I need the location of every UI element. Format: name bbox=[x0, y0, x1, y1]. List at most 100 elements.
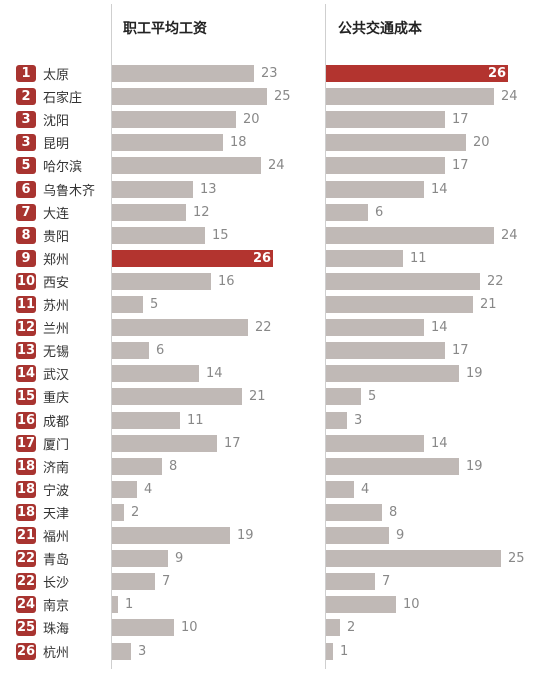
city-label: 宁波 bbox=[43, 483, 70, 499]
salary-value-label: 1 bbox=[125, 597, 134, 613]
salary-bar bbox=[112, 619, 174, 637]
table-row: 21 福州 19 9 bbox=[0, 524, 541, 547]
city-label: 杭州 bbox=[43, 645, 70, 661]
salary-value-label: 17 bbox=[224, 435, 241, 451]
transport-bar bbox=[326, 203, 368, 221]
transport-value-label: 14 bbox=[431, 435, 448, 451]
transport-column-header: 公共交通成本 bbox=[338, 21, 422, 37]
transport-value-label: 10 bbox=[403, 597, 420, 613]
transport-bar bbox=[326, 596, 396, 614]
salary-bar bbox=[112, 642, 131, 660]
city-label: 南京 bbox=[43, 599, 70, 615]
rank-badge: 16 bbox=[16, 411, 36, 429]
transport-value-label: 8 bbox=[389, 504, 398, 520]
rank-badge: 25 bbox=[16, 619, 36, 637]
transport-value-label: 14 bbox=[431, 320, 448, 336]
column-divider-salary bbox=[111, 4, 112, 669]
salary-value-label: 23 bbox=[261, 66, 278, 81]
city-label: 沈阳 bbox=[43, 114, 70, 130]
salary-value-label: 13 bbox=[200, 181, 217, 197]
salary-value-label: 10 bbox=[181, 620, 198, 636]
salary-value-label: 2 bbox=[131, 504, 140, 520]
transport-bar bbox=[326, 457, 459, 475]
salary-bar bbox=[112, 411, 180, 429]
table-row: 22 青岛 9 25 bbox=[0, 547, 541, 570]
salary-value-label: 19 bbox=[237, 528, 254, 543]
salary-bar bbox=[112, 226, 205, 244]
rank-badge: 1 bbox=[16, 65, 36, 82]
column-divider-transport bbox=[325, 4, 326, 669]
transport-bar bbox=[326, 111, 445, 129]
table-row: 24 南京 1 10 bbox=[0, 593, 541, 616]
transport-value-label: 17 bbox=[452, 158, 469, 174]
salary-bar bbox=[112, 388, 242, 406]
transport-value-label: 24 bbox=[501, 89, 518, 105]
salary-bar bbox=[112, 480, 137, 498]
table-row: 3 沈阳 20 17 bbox=[0, 108, 541, 131]
city-label: 珠海 bbox=[43, 622, 70, 638]
rank-badge: 17 bbox=[16, 434, 36, 452]
city-label: 乌鲁木齐 bbox=[43, 183, 96, 199]
rank-badge: 18 bbox=[16, 503, 36, 521]
table-row: 6 乌鲁木齐 13 14 bbox=[0, 178, 541, 201]
salary-value-label: 12 bbox=[193, 204, 210, 220]
salary-value-label: 26 bbox=[253, 250, 272, 266]
transport-value-label: 26 bbox=[488, 66, 507, 81]
table-row: 3 昆明 18 20 bbox=[0, 131, 541, 154]
table-row: 16 成都 11 3 bbox=[0, 409, 541, 432]
table-row: 13 无锡 6 17 bbox=[0, 339, 541, 362]
table-row: 18 济南 8 19 bbox=[0, 455, 541, 478]
transport-value-label: 14 bbox=[431, 181, 448, 197]
city-label: 贵阳 bbox=[43, 229, 70, 245]
table-row: 12 兰州 22 14 bbox=[0, 316, 541, 339]
transport-bar bbox=[326, 134, 466, 152]
table-row: 2 石家庄 25 24 bbox=[0, 85, 541, 108]
salary-column-header: 职工平均工资 bbox=[123, 21, 207, 37]
rank-badge: 5 bbox=[16, 157, 36, 175]
transport-bar bbox=[326, 88, 494, 106]
transport-value-label: 7 bbox=[382, 574, 391, 590]
table-row: 17 厦门 17 14 bbox=[0, 432, 541, 455]
rank-badge: 21 bbox=[16, 527, 36, 544]
city-label: 西安 bbox=[43, 275, 70, 291]
salary-value-label: 4 bbox=[144, 481, 153, 497]
transport-value-label: 25 bbox=[508, 551, 525, 567]
table-row: 22 长沙 7 7 bbox=[0, 570, 541, 593]
transport-value-label: 1 bbox=[340, 643, 349, 659]
city-label: 兰州 bbox=[43, 322, 70, 338]
city-label: 郑州 bbox=[43, 252, 70, 268]
rank-badge: 10 bbox=[16, 272, 36, 290]
rank-badge: 18 bbox=[16, 457, 36, 475]
transport-bar bbox=[326, 411, 347, 429]
city-label: 重庆 bbox=[43, 391, 70, 407]
city-label: 长沙 bbox=[43, 576, 70, 592]
salary-bar bbox=[112, 342, 149, 360]
transport-bar bbox=[326, 388, 361, 406]
transport-value-label: 6 bbox=[375, 204, 384, 220]
salary-value-label: 7 bbox=[162, 574, 171, 590]
transport-value-label: 19 bbox=[466, 458, 483, 474]
salary-bar bbox=[112, 457, 162, 475]
city-label: 青岛 bbox=[43, 553, 70, 569]
salary-value-label: 5 bbox=[150, 297, 159, 312]
table-row: 9 郑州 26 11 bbox=[0, 247, 541, 270]
transport-bar bbox=[326, 503, 382, 521]
rank-badge: 12 bbox=[16, 319, 36, 337]
rank-badge: 13 bbox=[16, 342, 36, 360]
transport-bar bbox=[326, 527, 389, 544]
city-label: 厦门 bbox=[43, 437, 70, 453]
salary-bar bbox=[112, 249, 273, 267]
salary-bar bbox=[112, 88, 267, 106]
table-row: 1 太原 23 26 bbox=[0, 62, 541, 85]
table-row: 18 宁波 4 4 bbox=[0, 478, 541, 501]
city-label: 武汉 bbox=[43, 368, 70, 384]
salary-value-label: 14 bbox=[206, 366, 223, 382]
salary-value-label: 8 bbox=[169, 458, 178, 474]
salary-bar bbox=[112, 573, 155, 591]
transport-bar bbox=[326, 434, 424, 452]
city-label: 哈尔滨 bbox=[43, 160, 83, 176]
transport-bar bbox=[326, 65, 508, 82]
table-row: 25 珠海 10 2 bbox=[0, 616, 541, 639]
rank-badge: 7 bbox=[16, 203, 36, 221]
city-label: 苏州 bbox=[43, 299, 70, 314]
